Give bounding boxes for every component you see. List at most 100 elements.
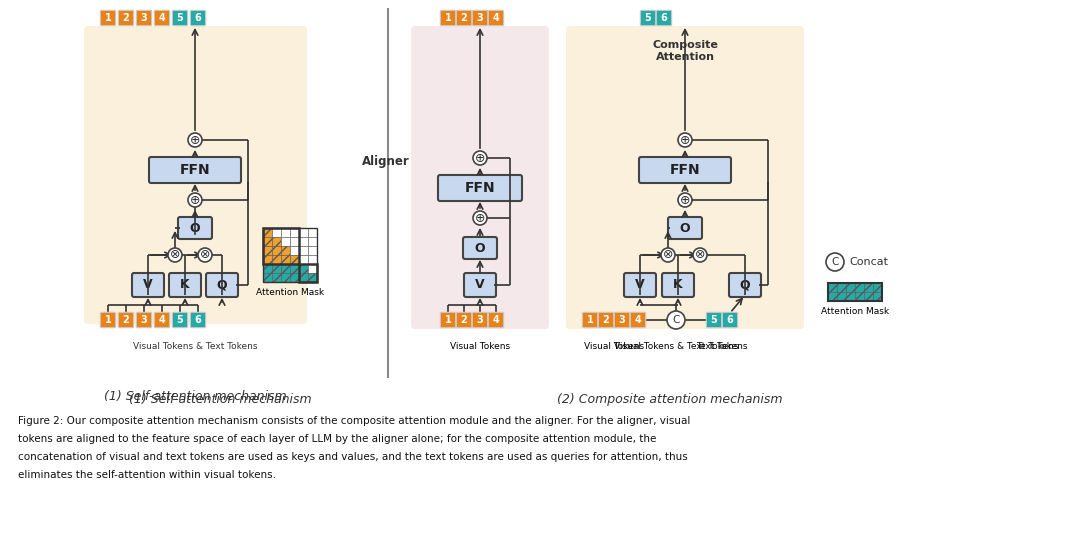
- Bar: [281, 273, 291, 282]
- Text: V: V: [635, 279, 645, 292]
- Text: 5: 5: [177, 13, 184, 23]
- Bar: [272, 237, 281, 246]
- Bar: [828, 292, 837, 301]
- Bar: [264, 228, 299, 264]
- Circle shape: [678, 133, 692, 147]
- Text: ⊗: ⊗: [200, 248, 211, 262]
- Text: Q: Q: [217, 279, 227, 292]
- Circle shape: [168, 248, 183, 262]
- Text: V: V: [144, 279, 152, 292]
- FancyBboxPatch shape: [132, 273, 164, 297]
- Text: FFN: FFN: [670, 163, 700, 177]
- Text: 1: 1: [105, 13, 111, 23]
- Circle shape: [667, 311, 685, 329]
- Text: 3: 3: [476, 13, 484, 23]
- Text: FFN: FFN: [179, 163, 211, 177]
- Bar: [864, 292, 873, 301]
- Bar: [308, 228, 318, 237]
- Text: ⊕: ⊕: [475, 211, 485, 224]
- FancyBboxPatch shape: [463, 237, 497, 259]
- FancyBboxPatch shape: [168, 273, 201, 297]
- FancyBboxPatch shape: [178, 217, 212, 239]
- Bar: [264, 246, 272, 255]
- FancyBboxPatch shape: [624, 273, 656, 297]
- FancyBboxPatch shape: [206, 273, 238, 297]
- FancyBboxPatch shape: [598, 312, 613, 328]
- FancyBboxPatch shape: [411, 26, 549, 329]
- Text: K: K: [673, 279, 683, 292]
- Text: K: K: [180, 279, 190, 292]
- Circle shape: [678, 193, 692, 207]
- FancyBboxPatch shape: [662, 273, 694, 297]
- FancyBboxPatch shape: [136, 312, 151, 328]
- Bar: [264, 228, 318, 282]
- FancyBboxPatch shape: [173, 312, 188, 328]
- Bar: [281, 246, 291, 255]
- Bar: [264, 273, 272, 282]
- Text: Figure 2: Our composite attention mechanism consists of the composite attention : Figure 2: Our composite attention mechan…: [18, 416, 690, 426]
- Text: (1) Self-attention mechanism: (1) Self-attention mechanism: [104, 390, 286, 403]
- Text: C: C: [673, 315, 679, 325]
- Bar: [308, 264, 318, 273]
- Text: 2: 2: [123, 13, 130, 23]
- FancyBboxPatch shape: [657, 10, 672, 26]
- FancyBboxPatch shape: [119, 10, 134, 26]
- Text: Visual Tokens & Text Tokens: Visual Tokens & Text Tokens: [133, 342, 257, 351]
- Text: 4: 4: [159, 13, 165, 23]
- FancyBboxPatch shape: [457, 312, 472, 328]
- Text: 2: 2: [461, 13, 468, 23]
- Text: ⊗: ⊗: [694, 248, 705, 262]
- Bar: [281, 228, 291, 237]
- FancyBboxPatch shape: [640, 10, 656, 26]
- Bar: [264, 264, 272, 273]
- Text: ⊕: ⊕: [475, 152, 485, 164]
- Bar: [846, 292, 855, 301]
- Text: 5: 5: [711, 315, 717, 325]
- Bar: [291, 264, 299, 273]
- FancyBboxPatch shape: [464, 273, 496, 297]
- Bar: [837, 292, 846, 301]
- Bar: [308, 246, 318, 255]
- FancyBboxPatch shape: [438, 175, 522, 201]
- Bar: [272, 246, 281, 255]
- Text: 3: 3: [140, 13, 147, 23]
- Text: 1: 1: [445, 13, 451, 23]
- Text: 3: 3: [140, 315, 147, 325]
- FancyBboxPatch shape: [488, 10, 503, 26]
- Bar: [264, 228, 272, 237]
- Bar: [291, 237, 299, 246]
- Text: tokens are aligned to the feature space of each layer of LLM by the aligner alon: tokens are aligned to the feature space …: [18, 434, 657, 444]
- Bar: [264, 255, 272, 264]
- Bar: [264, 237, 272, 246]
- Text: C: C: [832, 257, 839, 267]
- FancyBboxPatch shape: [639, 157, 731, 183]
- FancyBboxPatch shape: [190, 312, 205, 328]
- FancyBboxPatch shape: [441, 10, 456, 26]
- Text: ⊕: ⊕: [679, 134, 690, 146]
- Bar: [308, 273, 318, 282]
- Bar: [291, 255, 299, 264]
- Text: ⊕: ⊕: [190, 134, 200, 146]
- Text: ⊕: ⊕: [190, 193, 200, 207]
- Text: Attention Mask: Attention Mask: [256, 288, 324, 297]
- Bar: [299, 237, 308, 246]
- FancyBboxPatch shape: [100, 312, 116, 328]
- Text: 6: 6: [661, 13, 667, 23]
- Text: 5: 5: [177, 315, 184, 325]
- Text: FFN: FFN: [464, 181, 496, 195]
- Text: 3: 3: [476, 315, 484, 325]
- Text: concatenation of visual and text tokens are used as keys and values, and the tex: concatenation of visual and text tokens …: [18, 452, 688, 462]
- FancyBboxPatch shape: [706, 312, 721, 328]
- Text: 6: 6: [194, 315, 201, 325]
- Bar: [308, 255, 318, 264]
- FancyBboxPatch shape: [84, 26, 307, 324]
- Bar: [299, 255, 308, 264]
- Bar: [828, 283, 837, 292]
- Bar: [873, 283, 882, 292]
- Bar: [281, 255, 291, 264]
- Bar: [864, 283, 873, 292]
- Circle shape: [188, 133, 202, 147]
- Text: Aligner: Aligner: [362, 155, 410, 169]
- FancyBboxPatch shape: [472, 10, 488, 26]
- FancyBboxPatch shape: [488, 312, 503, 328]
